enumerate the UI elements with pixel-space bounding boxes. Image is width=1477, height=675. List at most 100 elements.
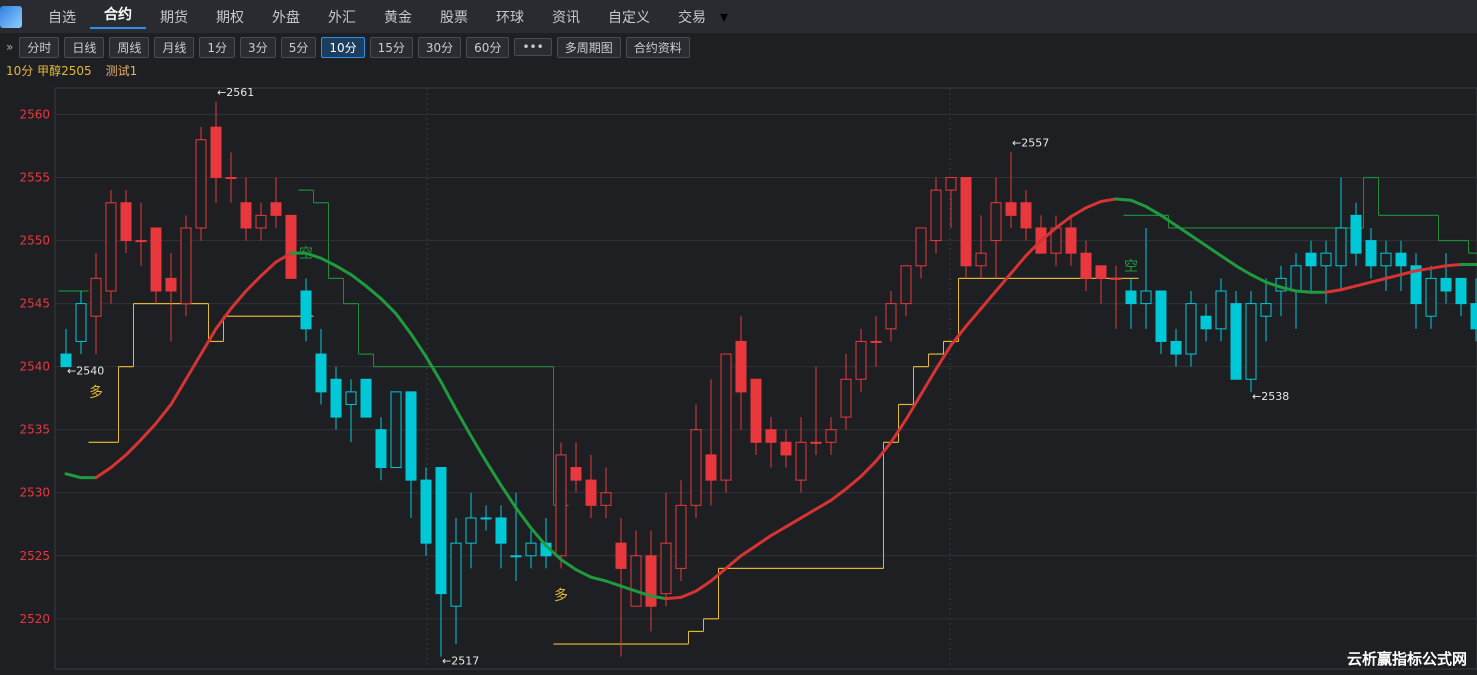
y-tick-label: 2545 [19,297,50,311]
ma-segment [109,453,128,470]
nav-tab[interactable]: 黄金 [384,9,412,26]
candle-body [795,441,807,481]
candle-body [195,139,207,229]
nav-tab[interactable]: 自定义 [608,9,650,26]
candle-body [420,479,432,544]
candle-body [885,303,897,330]
ma-segment [1099,197,1118,203]
ma-segment [679,589,698,599]
ma-segment [1189,234,1208,248]
nav-tab[interactable]: 交易 [678,9,706,26]
candle-body [330,378,342,418]
ma-segment [874,440,893,463]
watermark: 云析赢指标公式网 [1346,650,1467,668]
period-button[interactable]: 日线 [64,36,105,58]
candle-body [1320,252,1332,267]
period-button[interactable]: 5分 [280,36,317,58]
candle-body [360,378,372,418]
candle-body [345,391,357,405]
period-button[interactable]: 60分 [466,36,510,58]
y-tick-label: 2555 [19,171,50,185]
ma-segment [784,516,803,529]
candle-body [930,189,942,242]
ma-segment [1249,273,1268,284]
ma-segment [559,558,578,572]
nav-bar: 自选 合约 期货 期权 外盘 外汇 黄金 股票 环球 资讯 自定义 交易 ▾ [0,0,1477,33]
ma-segment [1294,289,1313,294]
plot-area [54,87,1477,670]
candle-body [165,277,177,292]
candle-body [495,517,507,544]
candle-body [690,429,702,506]
period-button[interactable]: 3分 [240,36,276,58]
candle-body [375,429,387,469]
ma-segment [724,554,743,570]
candle-body [900,265,912,305]
ma-segment [304,251,323,260]
candle-body [990,202,1002,242]
price-annotation: ←2557 [1012,136,1049,149]
candle-body [1395,252,1407,267]
ma-segment [529,526,548,548]
ma-segment [979,289,998,311]
nav-tab[interactable]: 期货 [160,9,188,26]
nav-tab[interactable]: 外盘 [272,9,300,26]
period-button[interactable]: 1分 [199,36,236,58]
price-annotation: ←2540 [67,365,104,378]
price-annotation: ←2561 [217,86,254,99]
candle-body [390,391,402,469]
period-button[interactable]: 10分 [321,36,365,58]
ma-segment [994,271,1013,293]
ma-segment [619,584,638,593]
signal-label: 空 [1124,259,1138,275]
candle-body [1290,265,1302,292]
ma-segment [1429,264,1448,270]
candle-body [945,177,957,191]
ma-segment [1444,263,1463,268]
price-annotation: ←2517 [442,655,479,668]
nav-tab[interactable]: 环球 [496,9,524,26]
period-button[interactable]: 分时 [19,36,60,58]
nav-tab[interactable]: 期权 [216,9,244,26]
candle-body [1440,277,1452,292]
ma-segment [859,459,878,478]
candle-body [225,177,237,180]
y-tick-label: 2550 [19,234,50,248]
nav-tab[interactable]: 自选 [48,9,76,26]
nav-tab[interactable]: 资讯 [552,9,580,26]
ma-segment [154,402,173,425]
candle-body [1185,303,1197,355]
period-button[interactable]: 多周期图 [556,36,621,58]
candle-body [705,454,717,481]
period-button[interactable]: 合约资料 [625,36,690,58]
candle-body [1140,290,1152,305]
candle-body [285,214,297,279]
nav-tab[interactable]: 合约 [90,4,146,29]
candle-body [1260,303,1272,317]
period-button[interactable]: 15分 [369,36,413,58]
ma-segment [769,525,788,538]
signal-label: 多 [554,587,568,604]
candle-body [90,277,102,317]
nav-tab[interactable]: 股票 [440,9,468,26]
ma-segment [274,251,293,264]
ma-segment [709,566,728,583]
ma-segment [1339,284,1358,292]
ma-segment [169,377,188,406]
period-button[interactable]: 月线 [154,36,195,58]
expand[interactable]: » [6,40,14,54]
period-button[interactable]: ••• [514,38,552,56]
ma-segment [1039,226,1058,243]
ma-segment [439,380,458,412]
candle-body [1245,303,1257,380]
period-button[interactable]: 30分 [417,36,462,58]
candle-body [300,290,312,330]
candle-body [660,542,672,595]
period-button[interactable]: 周线 [109,36,150,58]
ma-segment [919,367,938,396]
nav-tab[interactable]: 外汇 [328,9,356,26]
candle-body [735,340,747,393]
ma-segment [1159,213,1178,227]
ma-segment [394,312,413,336]
